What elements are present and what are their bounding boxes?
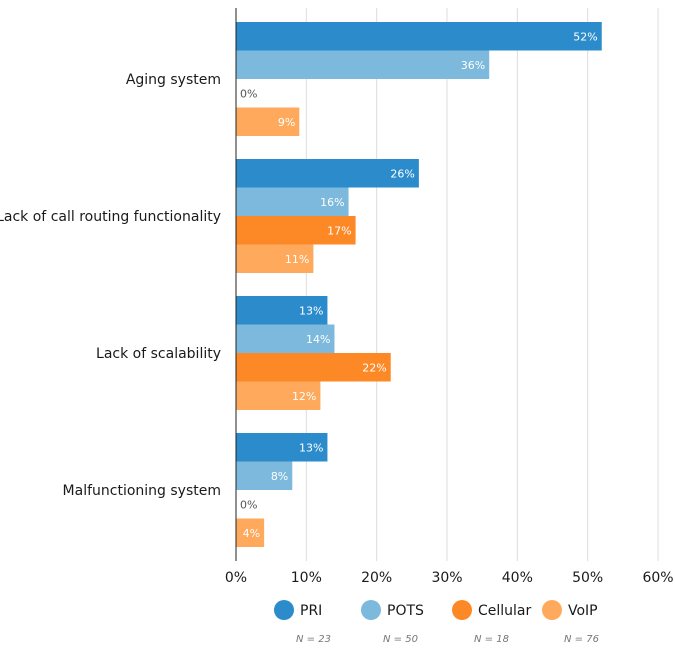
x-tick-label: 0% bbox=[225, 570, 247, 586]
category-label-lack-of-call-routing-functionality: Lack of call routing functionality bbox=[0, 209, 221, 225]
bar-pots-lack-of-scalability[interactable] bbox=[236, 324, 335, 354]
value-label: 11% bbox=[285, 253, 309, 266]
bar-voip-lack-of-scalability[interactable] bbox=[236, 381, 321, 411]
bar-cellular-lack-of-call-routing-functionality[interactable] bbox=[236, 216, 356, 245]
legend-swatch-pots[interactable] bbox=[361, 600, 381, 620]
value-label: 9% bbox=[278, 116, 295, 129]
value-label: 4% bbox=[243, 527, 260, 540]
value-label: 13% bbox=[299, 441, 323, 454]
legend-sample-size-pots: N = 50 bbox=[383, 634, 418, 645]
legend-sample-size-cellular: N = 18 bbox=[474, 634, 509, 645]
x-tick-label: 20% bbox=[361, 570, 392, 586]
value-label: 17% bbox=[327, 224, 351, 237]
bar-pots-malfunctioning-system[interactable] bbox=[236, 461, 293, 491]
value-label: 52% bbox=[573, 30, 597, 43]
legend-sample-size-voip: N = 76 bbox=[564, 634, 599, 645]
legend-swatch-voip[interactable] bbox=[542, 600, 562, 620]
category-label-aging-system: Aging system bbox=[126, 72, 221, 88]
x-axis-ticks: 0% 10% 20% 30% 40% 50% 60% bbox=[225, 570, 674, 586]
category-label-malfunctioning-system: Malfunctioning system bbox=[63, 483, 221, 499]
category-labels: Aging system Lack of call routing functio… bbox=[0, 72, 221, 499]
x-tick-label: 30% bbox=[431, 570, 462, 586]
value-labels: 52% 36% 0% 9% 26% 16% 17% 11% 13% 14% 22% 12% 13% 8% 0… bbox=[240, 30, 598, 540]
legend-label-pots[interactable]: POTS bbox=[387, 603, 424, 619]
value-label: 26% bbox=[390, 167, 414, 180]
value-label: 12% bbox=[292, 390, 316, 403]
legend-swatch-cellular[interactable] bbox=[452, 600, 472, 620]
legend-label-voip[interactable]: VoIP bbox=[568, 603, 598, 619]
legend: PRI N = 23 POTS N = 50 Cellular N = 18 VoIP N =… bbox=[274, 600, 599, 645]
category-label-lack-of-scalability: Lack of scalability bbox=[96, 346, 221, 362]
bar-pri-aging-system[interactable] bbox=[236, 22, 602, 51]
gridlines bbox=[305, 8, 659, 561]
bar-voip-aging-system[interactable] bbox=[236, 107, 300, 137]
legend-swatch-pri[interactable] bbox=[274, 600, 294, 620]
value-label: 0% bbox=[240, 87, 257, 100]
legend-label-cellular[interactable]: Cellular bbox=[478, 603, 532, 619]
x-tick-label: 40% bbox=[502, 570, 533, 586]
bar-pri-lack-of-scalability[interactable] bbox=[236, 296, 328, 325]
bar-pri-malfunctioning-system[interactable] bbox=[236, 433, 328, 462]
x-tick-label: 60% bbox=[642, 570, 673, 586]
bar-voip-lack-of-call-routing-functionality[interactable] bbox=[236, 244, 314, 274]
legend-label-pri[interactable]: PRI bbox=[300, 603, 322, 619]
value-label: 8% bbox=[271, 470, 288, 483]
value-label: 13% bbox=[299, 304, 323, 317]
value-label: 16% bbox=[320, 196, 344, 209]
bar-voip-malfunctioning-system[interactable] bbox=[236, 518, 265, 548]
bar-pots-lack-of-call-routing-functionality[interactable] bbox=[236, 187, 349, 217]
bar-pots-aging-system[interactable] bbox=[236, 50, 490, 80]
x-tick-label: 50% bbox=[572, 570, 603, 586]
value-label: 22% bbox=[362, 361, 386, 374]
x-tick-label: 10% bbox=[291, 570, 322, 586]
value-label: 14% bbox=[306, 333, 330, 346]
value-label: 36% bbox=[461, 59, 485, 72]
value-label: 0% bbox=[240, 498, 257, 511]
legend-sample-size-pri: N = 23 bbox=[296, 634, 331, 645]
bar-cellular-lack-of-scalability[interactable] bbox=[236, 353, 391, 382]
bar-pri-lack-of-call-routing-functionality[interactable] bbox=[236, 159, 419, 188]
bars bbox=[236, 22, 602, 547]
